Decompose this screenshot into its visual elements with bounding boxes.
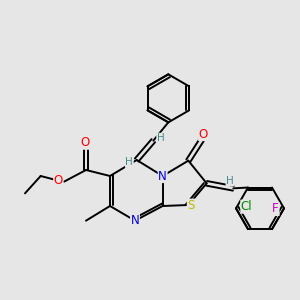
Text: S: S (187, 199, 195, 212)
Text: O: O (199, 128, 208, 140)
Text: O: O (54, 175, 63, 188)
Text: N: N (130, 214, 140, 227)
Text: O: O (81, 136, 90, 149)
Text: N: N (158, 169, 167, 182)
Text: H: H (226, 176, 234, 186)
Text: F: F (272, 202, 279, 215)
Text: Cl: Cl (241, 200, 253, 213)
Text: H: H (157, 133, 164, 143)
Text: H: H (125, 157, 133, 167)
